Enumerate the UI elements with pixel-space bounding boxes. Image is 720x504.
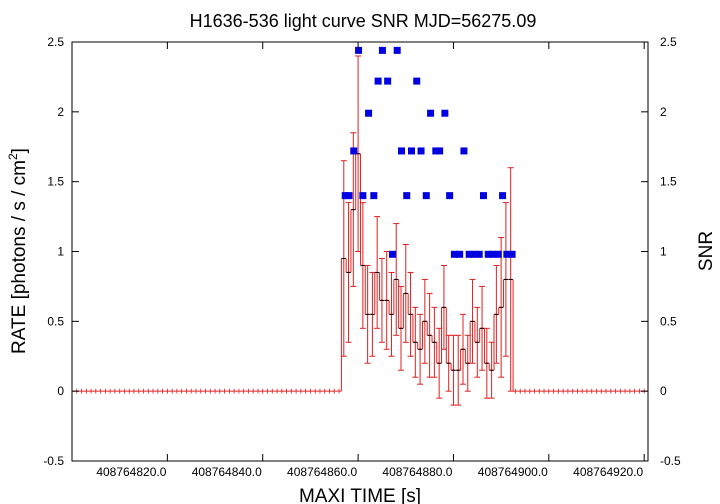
snr-point [432,147,440,155]
snr-point [370,192,378,200]
x-tick-label: 408764860.0 [287,465,357,479]
snr-point [393,46,401,54]
rate-series [340,153,514,392]
snr-point [456,250,464,258]
snr-point [446,192,454,200]
snr-point [384,77,392,85]
snr-point [388,250,396,258]
snr-point [479,192,487,200]
x-tick-label: 408764920.0 [573,465,643,479]
snr-point [403,192,411,200]
y-tick-label-left: 2.5 [47,35,64,49]
y-tick-label-right: 2.5 [660,35,677,49]
snr-point [436,147,444,155]
snr-point [484,250,492,258]
snr-point [499,192,507,200]
y-tick-label-left: 1 [57,245,64,259]
snr-point [470,250,478,258]
y-axis-label-left-sup: 2 [6,153,20,160]
snr-point [397,147,405,155]
y-tick-label-left: 0.5 [47,314,64,328]
y-tick-label-left: 1.5 [47,175,64,189]
snr-point [475,250,483,258]
y-axis-ticks: -0.5 -0.5 0 0 0.5 0.5 1 1 1.5 1.5 2 2 2.5 2.5 [43,35,681,468]
snr-point [489,250,497,258]
snr-series [341,46,516,258]
y-tick-label-right: 2 [660,105,667,119]
x-tick-label: 408764840.0 [192,465,262,479]
y-axis-label-left-end: ] [9,148,30,153]
chart-title: H1636-536 light curve SNR MJD=56275.09 [190,11,537,31]
snr-point [350,147,358,155]
snr-point [494,250,502,258]
x-tick-label: 408764880.0 [382,465,452,479]
snr-point [427,109,435,117]
y-axis-label-right: SNR [696,231,717,271]
snr-point [503,250,511,258]
snr-point [378,46,386,54]
y-tick-label-left: -0.5 [43,454,64,468]
y-tick-label-right: 1.5 [660,175,677,189]
snr-point [359,192,367,200]
snr-point [345,192,353,200]
snr-point [450,250,458,258]
y-tick-label-right: 0 [660,384,667,398]
snr-point [407,147,415,155]
snr-point [417,147,425,155]
snr-point [441,109,449,117]
snr-point [508,250,516,258]
y-tick-label-right: -0.5 [660,454,681,468]
snr-point [413,77,421,85]
x-tick-label: 408764820.0 [96,465,166,479]
x-axis-label: MAXI TIME [s] [299,486,421,504]
snr-point [365,109,373,117]
rate-error-bars [340,55,514,406]
y-axis-label-left: RATE [photons / s / cm2] [6,148,30,354]
y-axis-label-left-main: RATE [photons / s / cm [9,160,30,354]
x-tick-label: 408764900.0 [478,465,548,479]
x-axis-ticks: 408764820.0 408764840.0 408764860.0 4087648… [96,42,645,479]
snr-point [341,192,349,200]
snr-point [422,192,430,200]
y-tick-label-left: 0 [57,384,64,398]
y-tick-label-left: 2 [57,105,64,119]
snr-point [374,77,382,85]
snr-point [355,46,363,54]
y-tick-label-right: 1 [660,245,667,259]
baseline-layer [72,388,648,394]
y-tick-label-right: 0.5 [660,314,677,328]
snr-point [460,147,468,155]
snr-point [465,250,473,258]
